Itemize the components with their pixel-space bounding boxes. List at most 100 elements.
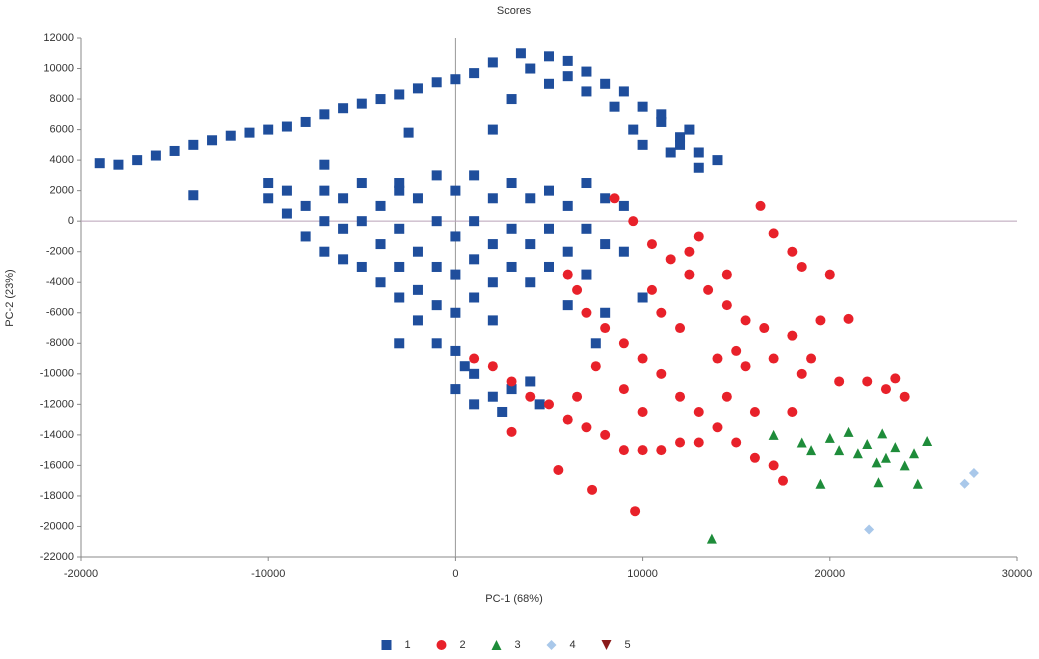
point bbox=[712, 422, 723, 433]
point bbox=[562, 71, 573, 82]
point bbox=[356, 178, 367, 189]
point bbox=[431, 261, 442, 272]
point bbox=[693, 231, 704, 242]
point bbox=[740, 315, 751, 326]
point bbox=[796, 368, 807, 379]
point bbox=[281, 185, 292, 196]
point bbox=[487, 277, 498, 288]
point bbox=[525, 277, 536, 288]
point bbox=[338, 103, 349, 114]
point bbox=[600, 239, 611, 250]
point bbox=[506, 384, 517, 395]
x-tick-label: -20000 bbox=[64, 568, 98, 580]
point bbox=[450, 384, 461, 395]
point bbox=[609, 193, 620, 204]
point bbox=[544, 399, 554, 410]
point bbox=[877, 428, 888, 439]
point bbox=[394, 223, 405, 234]
point bbox=[338, 223, 349, 234]
x-tick-label: 0 bbox=[452, 568, 458, 580]
y-tick-label: -12000 bbox=[40, 398, 74, 410]
point bbox=[864, 524, 875, 535]
x-tick-label: -10000 bbox=[251, 568, 285, 580]
point bbox=[646, 239, 657, 250]
y-tick-label: 2000 bbox=[50, 185, 74, 197]
point bbox=[188, 139, 199, 150]
point bbox=[796, 261, 807, 272]
point bbox=[637, 406, 648, 417]
point bbox=[815, 478, 826, 489]
point bbox=[618, 384, 629, 395]
point bbox=[600, 323, 611, 334]
point bbox=[469, 368, 480, 379]
point bbox=[562, 200, 573, 211]
point bbox=[562, 55, 573, 66]
point bbox=[684, 246, 695, 257]
point bbox=[412, 315, 423, 326]
legend-marker bbox=[381, 640, 392, 650]
point bbox=[721, 269, 732, 280]
point bbox=[871, 457, 882, 468]
point bbox=[873, 477, 884, 488]
y-tick-label: -14000 bbox=[40, 429, 74, 441]
point bbox=[749, 406, 760, 417]
point bbox=[469, 254, 480, 265]
legend-label: 3 bbox=[515, 639, 521, 651]
point bbox=[675, 132, 686, 143]
point bbox=[843, 426, 854, 437]
point bbox=[581, 269, 592, 280]
point bbox=[581, 86, 592, 97]
x-tick-label: 30000 bbox=[1002, 568, 1033, 580]
point bbox=[506, 94, 517, 105]
point bbox=[706, 533, 717, 544]
x-tick-label: 10000 bbox=[627, 568, 658, 580]
point bbox=[675, 139, 686, 150]
point bbox=[300, 231, 311, 242]
point bbox=[665, 147, 676, 158]
point bbox=[787, 246, 798, 257]
point bbox=[721, 300, 732, 311]
point bbox=[768, 228, 779, 239]
y-tick-label: -18000 bbox=[40, 490, 74, 502]
legend-label: 1 bbox=[405, 639, 411, 651]
point bbox=[590, 361, 601, 372]
point bbox=[581, 307, 592, 318]
point bbox=[113, 159, 124, 170]
point bbox=[338, 193, 349, 204]
point bbox=[150, 150, 161, 161]
point bbox=[450, 307, 461, 318]
point bbox=[562, 414, 573, 425]
point bbox=[412, 193, 423, 204]
point bbox=[225, 130, 236, 141]
point bbox=[375, 277, 386, 288]
point bbox=[338, 254, 349, 265]
point bbox=[693, 406, 704, 417]
point bbox=[375, 239, 386, 250]
point bbox=[525, 63, 536, 74]
point bbox=[469, 399, 480, 410]
point bbox=[487, 193, 498, 204]
point bbox=[712, 353, 723, 364]
point bbox=[587, 484, 598, 495]
point bbox=[912, 478, 923, 489]
point bbox=[815, 315, 826, 326]
point bbox=[600, 193, 611, 204]
point bbox=[515, 48, 526, 59]
point bbox=[544, 185, 554, 196]
point bbox=[693, 437, 704, 448]
y-tick-label: 8000 bbox=[50, 93, 74, 105]
point bbox=[768, 460, 779, 471]
point bbox=[319, 159, 330, 170]
point bbox=[824, 269, 835, 280]
point bbox=[834, 445, 845, 456]
point bbox=[394, 261, 405, 272]
point bbox=[899, 391, 910, 402]
point bbox=[431, 216, 442, 227]
y-tick-label: 0 bbox=[68, 215, 74, 227]
point bbox=[768, 429, 779, 440]
point bbox=[562, 269, 573, 280]
point bbox=[787, 406, 798, 417]
point bbox=[459, 361, 470, 372]
legend-marker bbox=[546, 640, 557, 650]
